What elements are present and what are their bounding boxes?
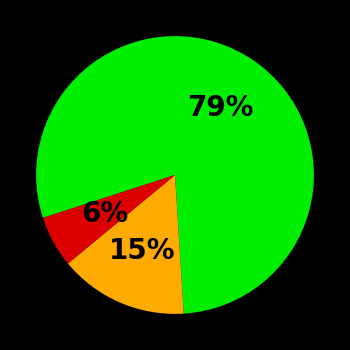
Text: 6%: 6% xyxy=(81,200,128,228)
Wedge shape xyxy=(68,175,184,314)
Text: 15%: 15% xyxy=(108,238,175,266)
Text: 79%: 79% xyxy=(187,94,253,122)
Wedge shape xyxy=(43,175,175,264)
Wedge shape xyxy=(36,36,314,314)
